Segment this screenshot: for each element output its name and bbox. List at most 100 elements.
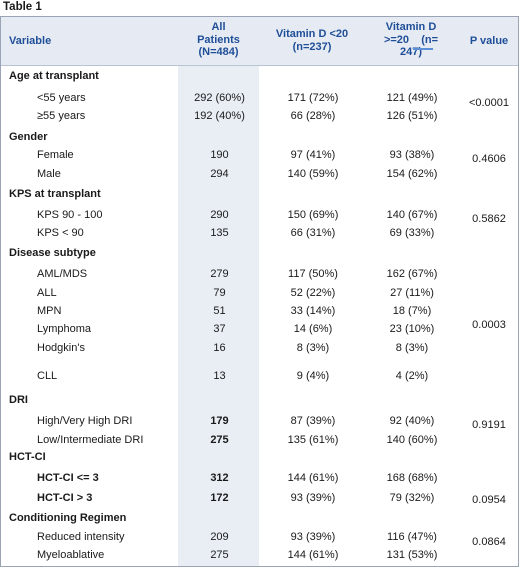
table-row: Myeloablative 275 144 (61%) 131 (53%) bbox=[1, 544, 518, 566]
table-title: Table 1 bbox=[3, 1, 42, 13]
cell-all-patients: 135 bbox=[210, 227, 229, 239]
cell-vitamin-d-low: 66 (28%) bbox=[290, 110, 336, 122]
cell-vitamin-d-high: 168 (68%) bbox=[386, 472, 438, 484]
cell-all-patients: 290 bbox=[210, 209, 229, 221]
all-patients-column-shade bbox=[178, 66, 259, 566]
p-value: 0.4606 bbox=[472, 153, 506, 165]
cell-vitamin-d-high: 154 (62%) bbox=[386, 168, 438, 180]
section-header-row: Gender bbox=[1, 126, 518, 148]
table-row: ALL 79 52 (22%) 27 (11%) bbox=[1, 282, 518, 304]
section-title: KPS at transplant bbox=[9, 188, 101, 200]
cell-vitamin-d-low: 144 (61%) bbox=[287, 549, 339, 561]
header-vitamin-d-high: Vitamin D >=20 (n= 247) bbox=[383, 21, 439, 58]
row-label: CLL bbox=[37, 370, 58, 382]
cell-vitamin-d-high: 131 (53%) bbox=[386, 549, 438, 561]
cell-vitamin-d-low: 150 (69%) bbox=[287, 209, 339, 221]
table-row: CLL 13 9 (4%) 4 (2%) bbox=[1, 365, 518, 387]
cell-vitamin-d-low: 171 (72%) bbox=[287, 92, 339, 104]
row-label: AML/MDS bbox=[37, 268, 88, 280]
cell-all-patients: 294 bbox=[210, 168, 229, 180]
cell-all-patients: 275 bbox=[210, 549, 229, 561]
table-row: Low/Intermediate DRI 275 135 (61%) 140 (60%… bbox=[1, 429, 518, 451]
cell-vitamin-d-high: 18 (7%) bbox=[392, 305, 432, 317]
cell-vitamin-d-high: 116 (47%) bbox=[387, 531, 437, 543]
table-row: ≥55 years 192 (40%) 66 (28%) 126 (51%) bbox=[1, 105, 518, 127]
cell-all-patients: 179 bbox=[210, 415, 229, 427]
section-header-row: Age at transplant bbox=[1, 65, 518, 87]
header-underline-mark bbox=[413, 48, 433, 50]
row-label: Hodgkin's bbox=[37, 342, 85, 354]
table-row: Lymphoma 37 14 (6%) 23 (10%) bbox=[1, 318, 518, 340]
row-label: HCT-CI <= 3 bbox=[37, 472, 99, 484]
cell-vitamin-d-low: 135 (61%) bbox=[287, 434, 339, 446]
row-label: ALL bbox=[37, 287, 57, 299]
row-label: Myeloablative bbox=[37, 549, 105, 561]
table-row: <55 years 292 (60%) 171 (72%) 121 (49%) bbox=[1, 87, 518, 109]
p-value: 0.0003 bbox=[472, 319, 506, 331]
cell-vitamin-d-high: 126 (51%) bbox=[386, 110, 438, 122]
table-row: Hodgkin's 16 8 (3%) 8 (3%) bbox=[1, 337, 518, 359]
p-value: 0.0864 bbox=[472, 536, 506, 548]
cell-vitamin-d-low: 14 (6%) bbox=[293, 323, 333, 335]
cell-vitamin-d-high: 4 (2%) bbox=[395, 370, 429, 382]
cell-all-patients: 209 bbox=[210, 531, 229, 543]
cell-vitamin-d-low: 9 (4%) bbox=[296, 370, 330, 382]
row-label: KPS < 90 bbox=[37, 227, 84, 239]
cell-all-patients: 79 bbox=[213, 287, 226, 299]
table-header bbox=[1, 17, 518, 66]
section-title: Conditioning Regimen bbox=[9, 512, 127, 524]
cell-all-patients: 190 bbox=[210, 149, 229, 161]
section-header-row: DRI bbox=[1, 389, 518, 411]
row-label: <55 years bbox=[37, 92, 86, 104]
row-label: ≥55 years bbox=[37, 110, 86, 122]
cell-vitamin-d-high: 140 (60%) bbox=[386, 434, 438, 446]
section-title: Disease subtype bbox=[9, 247, 96, 259]
cell-vitamin-d-low: 140 (59%) bbox=[287, 168, 339, 180]
cell-vitamin-d-high: 8 (3%) bbox=[395, 342, 429, 354]
cell-vitamin-d-low: 8 (3%) bbox=[296, 342, 330, 354]
section-title: DRI bbox=[9, 394, 28, 406]
cell-all-patients: 172 bbox=[210, 492, 229, 504]
table-row: High/Very High DRI 179 87 (39%) 92 (40%) bbox=[1, 410, 518, 432]
section-header-row: Disease subtype bbox=[1, 242, 518, 264]
cell-vitamin-d-high: 69 (33%) bbox=[389, 227, 435, 239]
cell-vitamin-d-high: 79 (32%) bbox=[389, 492, 435, 504]
table-row: Male 294 140 (59%) 154 (62%) bbox=[1, 163, 518, 185]
row-label: MPN bbox=[37, 305, 62, 317]
cell-all-patients: 51 bbox=[213, 305, 226, 317]
cell-vitamin-d-high: 93 (38%) bbox=[389, 149, 435, 161]
cell-vitamin-d-low: 52 (22%) bbox=[290, 287, 336, 299]
cell-all-patients: 192 (40%) bbox=[194, 110, 245, 122]
table-row: Female 190 97 (41%) 93 (38%) bbox=[1, 144, 518, 166]
cell-vitamin-d-high: 23 (10%) bbox=[389, 323, 435, 335]
cell-all-patients: 275 bbox=[210, 434, 229, 446]
p-value: 0.5862 bbox=[472, 213, 506, 225]
table-row: MPN 51 33 (14%) 18 (7%) bbox=[1, 300, 518, 322]
cell-vitamin-d-low: 97 (41%) bbox=[290, 149, 336, 161]
p-value: <0.0001 bbox=[468, 97, 510, 109]
cell-vitamin-d-low: 93 (39%) bbox=[290, 492, 336, 504]
row-label: High/Very High DRI bbox=[37, 415, 133, 427]
table-row: Reduced intensity 209 93 (39%) 116 (47%) bbox=[1, 526, 518, 548]
header-all-patients: All Patients (N=484) bbox=[197, 21, 240, 58]
p-value: 0.0954 bbox=[472, 494, 506, 506]
section-title: Gender bbox=[9, 131, 48, 143]
cell-vitamin-d-low: 87 (39%) bbox=[290, 415, 336, 427]
table-row: HCT-CI <= 3 312 144 (61%) 168 (68%) bbox=[1, 467, 518, 489]
cell-all-patients: 13 bbox=[213, 370, 226, 382]
cell-all-patients: 292 (60%) bbox=[194, 92, 245, 104]
table-row: KPS 90 - 100 290 150 (69%) 140 (67%) bbox=[1, 204, 518, 226]
section-header-row: KPS at transplant bbox=[1, 183, 518, 205]
cell-vitamin-d-high: 92 (40%) bbox=[389, 415, 435, 427]
cell-vitamin-d-low: 144 (61%) bbox=[287, 472, 339, 484]
section-header-row: HCT-CI bbox=[1, 446, 518, 468]
table-row: AML/MDS 279 117 (50%) 162 (67%) bbox=[1, 263, 518, 285]
p-value: 0.9191 bbox=[472, 419, 506, 431]
cell-all-patients: 16 bbox=[213, 342, 226, 354]
section-header-row: Conditioning Regimen bbox=[1, 507, 518, 529]
cell-all-patients: 312 bbox=[210, 472, 229, 484]
row-label: HCT-CI > 3 bbox=[37, 492, 93, 504]
row-label: KPS 90 - 100 bbox=[37, 209, 103, 221]
header-variable: Variable bbox=[9, 35, 52, 47]
table-row: KPS < 90 135 66 (31%) 69 (33%) bbox=[1, 222, 518, 244]
